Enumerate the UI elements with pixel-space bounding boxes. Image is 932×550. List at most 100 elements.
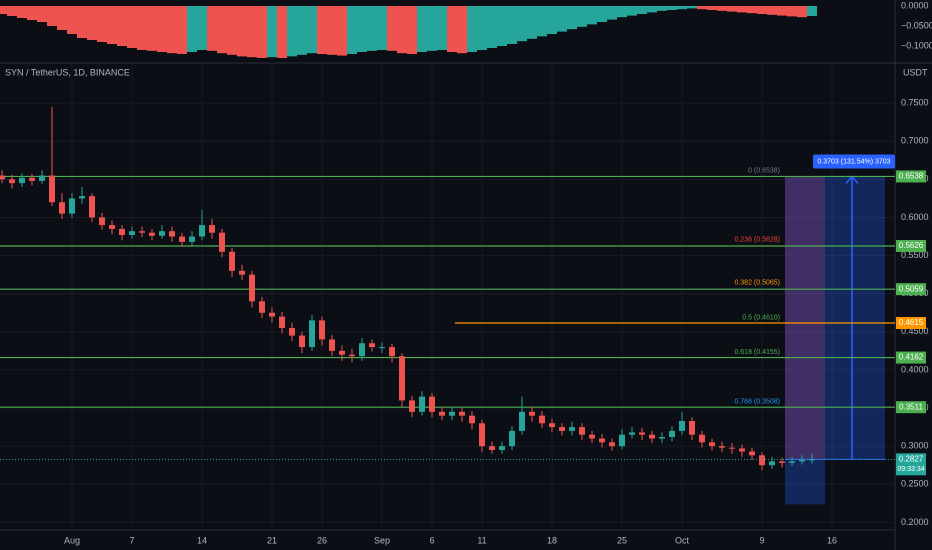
candle-body [289,327,295,336]
candle-body [0,175,5,180]
y-tick-label: 0.6000 [901,212,929,222]
osc-bar [737,6,747,13]
candle-body [439,411,445,416]
osc-bar [307,6,317,54]
candle-body [329,339,335,351]
x-tick-label: 26 [317,535,327,545]
candle-body [339,350,345,355]
candle-body [669,430,675,437]
osc-bar [267,6,277,58]
fib-label: 0.382 (0.5065) [734,280,780,287]
osc-bar [167,6,177,54]
candle-body [709,442,715,447]
x-tick-label: Oct [675,535,690,545]
candle-body [589,434,595,439]
fib-label: 0.236 (0.5628) [734,237,780,244]
osc-bar [707,6,717,10]
osc-bar [647,6,657,13]
candle-body [189,236,195,242]
osc-bar [427,6,437,51]
candle-body [459,411,465,416]
position-label-box [813,154,895,169]
osc-bar [537,6,547,37]
osc-bar [357,6,367,52]
fib-label: 0.786 (0.3508) [734,398,780,405]
osc-bar [767,6,777,15]
candle-body [419,396,425,412]
candle-body [389,347,395,357]
level-label: 0.4615 [899,318,924,327]
symbol-title: SYN / TetherUS, 1D, BINANCE [5,67,130,77]
x-tick-label: 25 [617,535,627,545]
osc-bar [747,6,757,14]
candle-body [129,231,135,235]
osc-bar [687,6,697,9]
osc-bar [807,6,817,16]
candle-body [359,343,365,357]
candle-body [69,198,75,214]
osc-bar [617,6,627,18]
position-stop-zone [785,176,825,460]
x-tick-label: 18 [547,535,557,545]
candle-body [569,427,575,431]
candle-body [719,446,725,448]
osc-bar [257,6,267,58]
candle-body [429,396,435,412]
osc-bar [117,6,127,46]
y-tick-label: 0.2500 [901,479,929,489]
candle-body [249,274,255,302]
osc-bar [567,6,577,30]
candle-body [99,217,105,226]
candle-body [579,427,585,435]
fib-label: 0 (0.6538) [748,167,780,174]
y-tick-label: 0.5500 [901,250,929,260]
level-box [896,351,926,364]
candle-body [729,447,735,449]
candle-body [479,423,485,447]
candle-body [139,231,145,233]
candle-body [649,434,655,439]
x-tick-label: 6 [429,535,434,545]
candle-body [549,423,555,428]
candle-body [309,320,315,348]
osc-bar [757,6,767,14]
y-tick-label: 0.4000 [901,364,929,374]
osc-bar [17,6,27,18]
osc-bar [137,6,147,50]
osc-bar [227,6,237,55]
osc-bar [637,6,647,14]
osc-bar [727,6,737,12]
osc-bar [237,6,247,57]
osc-bar [547,6,557,34]
x-tick-label: 7 [129,535,134,545]
osc-bar [397,6,407,54]
osc-bar [387,6,397,51]
candle-body [699,434,705,443]
level-label: 0.6538 [899,172,924,181]
osc-bar [697,6,707,10]
osc-bar [437,6,447,50]
osc-bar [417,6,427,52]
candle-body [299,335,305,348]
position-target-zone [785,176,885,460]
osc-bar [327,6,337,55]
candle-body [809,459,815,461]
candle-body [489,446,495,450]
level-label: 0.5059 [899,284,924,293]
candle-body [799,459,805,462]
candle-body [689,420,695,435]
osc-bar [577,6,587,27]
osc-bar [667,6,677,10]
level-label: 0.3511 [899,402,923,411]
osc-bar [177,6,187,54]
osc-bar [657,6,667,11]
osc-bar [337,6,347,56]
candle-body [779,461,785,463]
osc-bar [27,6,37,20]
candle-body [509,430,515,447]
position-label: 0.3703 (131.54%) 3703 [817,158,890,165]
candle-body [89,196,95,218]
osc-bar [7,6,17,16]
level-box [896,170,926,183]
candle-body [169,231,175,237]
